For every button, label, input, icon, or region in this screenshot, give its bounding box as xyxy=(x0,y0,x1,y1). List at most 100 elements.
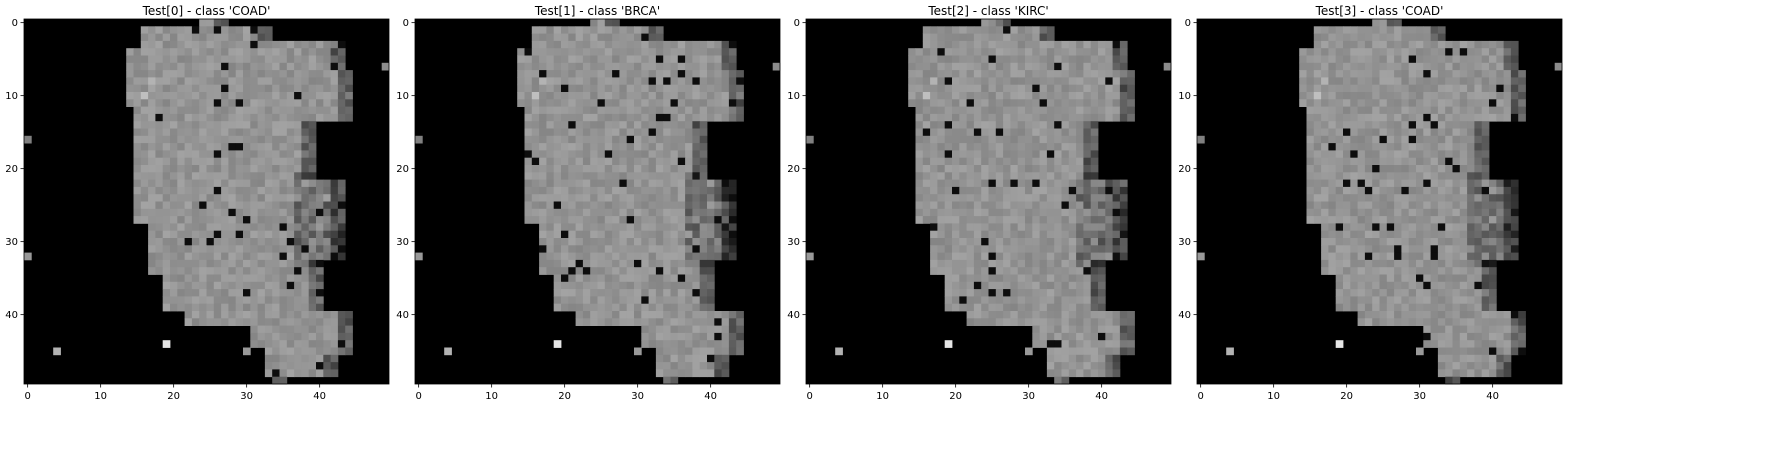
heatmap-cell xyxy=(1112,252,1121,261)
heatmap-cell xyxy=(1489,369,1497,378)
heatmap-cell xyxy=(206,296,215,305)
heatmap-cell xyxy=(655,135,664,144)
heatmap-cell xyxy=(264,325,273,334)
heatmap-cell xyxy=(1386,157,1395,166)
heatmap-cell xyxy=(1364,179,1373,188)
heatmap-cell xyxy=(221,274,229,283)
heatmap-cell xyxy=(1076,92,1084,100)
heatmap-cell xyxy=(330,70,339,78)
heatmap-cell xyxy=(930,26,938,34)
heatmap-cell xyxy=(323,325,331,334)
heatmap-cell xyxy=(148,238,156,246)
heatmap-cell xyxy=(699,274,708,283)
heatmap-cell xyxy=(235,179,244,188)
heatmap-cell xyxy=(1068,354,1077,363)
heatmap-cell xyxy=(221,194,229,202)
heatmap-cell xyxy=(1068,186,1077,195)
heatmap-cell xyxy=(1010,157,1019,166)
heatmap-cell xyxy=(213,121,222,129)
heatmap-cell xyxy=(1503,70,1512,78)
heatmap-cell xyxy=(1357,40,1366,49)
heatmap-cell xyxy=(590,157,598,166)
heatmap-cell xyxy=(714,194,722,202)
heatmap-cell xyxy=(1321,194,1329,202)
heatmap-cell xyxy=(1445,121,1453,129)
heatmap-cell xyxy=(561,267,569,275)
heatmap-cell xyxy=(308,150,317,159)
heatmap-cell xyxy=(316,201,324,210)
heatmap-cell xyxy=(988,92,997,100)
heatmap-cell xyxy=(1503,77,1512,86)
heatmap-cell xyxy=(1496,369,1504,378)
heatmap-cell xyxy=(1054,340,1062,348)
heatmap-cell xyxy=(1474,347,1483,356)
heatmap-cell xyxy=(257,311,266,319)
heatmap-cell xyxy=(301,84,310,93)
heatmap-cell xyxy=(959,281,967,290)
heatmap-cell xyxy=(1423,157,1431,166)
heatmap-cell xyxy=(937,121,946,129)
heatmap-cell xyxy=(1510,99,1519,107)
heatmap-cell xyxy=(272,318,280,326)
heatmap-cell xyxy=(1423,259,1431,268)
heatmap-cell xyxy=(590,274,598,283)
heatmap-cell xyxy=(272,62,280,71)
heatmap-cell xyxy=(707,354,715,363)
heatmap-cell xyxy=(1076,303,1084,312)
heatmap-cell xyxy=(670,340,679,348)
heatmap-cell xyxy=(177,303,185,312)
heatmap-cell xyxy=(1467,303,1475,312)
heatmap-cell xyxy=(272,216,280,224)
heatmap-cell xyxy=(655,296,664,305)
heatmap-cell xyxy=(1039,230,1048,239)
heatmap-cell xyxy=(235,259,244,268)
heatmap-cell xyxy=(1025,70,1033,78)
heatmap-cell xyxy=(539,135,547,144)
heatmap-cell xyxy=(995,281,1004,290)
heatmap-cell xyxy=(1364,135,1373,144)
heatmap-cell xyxy=(1503,179,1512,188)
panel-title: Test[0] - class 'COAD' xyxy=(142,4,271,18)
heatmap-cell xyxy=(670,62,679,71)
heatmap-cell xyxy=(988,172,997,180)
heatmap-cell xyxy=(1039,289,1048,297)
heatmap-cell xyxy=(1054,55,1062,64)
heatmap-cell xyxy=(1046,186,1055,195)
heatmap-cell xyxy=(279,201,288,210)
heatmap-cell xyxy=(568,165,576,173)
heatmap-cell xyxy=(1083,208,1092,217)
heatmap-cell xyxy=(177,208,185,217)
heatmap-cell xyxy=(546,26,555,34)
heatmap-cell xyxy=(1459,62,1468,71)
heatmap-cell xyxy=(1127,340,1135,348)
heatmap-cell xyxy=(184,230,193,239)
heatmap-cell xyxy=(1054,40,1062,49)
heatmap-cell xyxy=(736,113,744,122)
heatmap-cell xyxy=(1481,223,1490,232)
heatmap-cell xyxy=(213,194,222,202)
heatmap-cell xyxy=(626,40,635,49)
heatmap-cell xyxy=(264,113,273,122)
heatmap-cell xyxy=(1416,55,1424,64)
heatmap-cell xyxy=(1401,62,1410,71)
heatmap-cell xyxy=(699,369,708,378)
heatmap-cell xyxy=(1335,26,1344,34)
heatmap-cell xyxy=(1445,150,1453,159)
heatmap-cell xyxy=(524,172,533,180)
heatmap-cell xyxy=(981,19,989,27)
heatmap-cell xyxy=(663,267,671,275)
heatmap-cell xyxy=(1357,223,1366,232)
heatmap-cell xyxy=(206,311,215,319)
heatmap-cell xyxy=(1039,150,1048,159)
heatmap-cell xyxy=(1452,40,1461,49)
heatmap-cell xyxy=(1068,318,1077,326)
heatmap-cell xyxy=(1003,26,1011,34)
heatmap-cell xyxy=(184,99,193,107)
heatmap-cell xyxy=(1401,230,1410,239)
heatmap-cell xyxy=(641,143,649,151)
heatmap-cell xyxy=(699,340,708,348)
heatmap-cell xyxy=(1518,113,1526,122)
heatmap-cell xyxy=(524,77,533,86)
heatmap-cell xyxy=(279,281,288,290)
heatmap-cell xyxy=(170,99,178,107)
